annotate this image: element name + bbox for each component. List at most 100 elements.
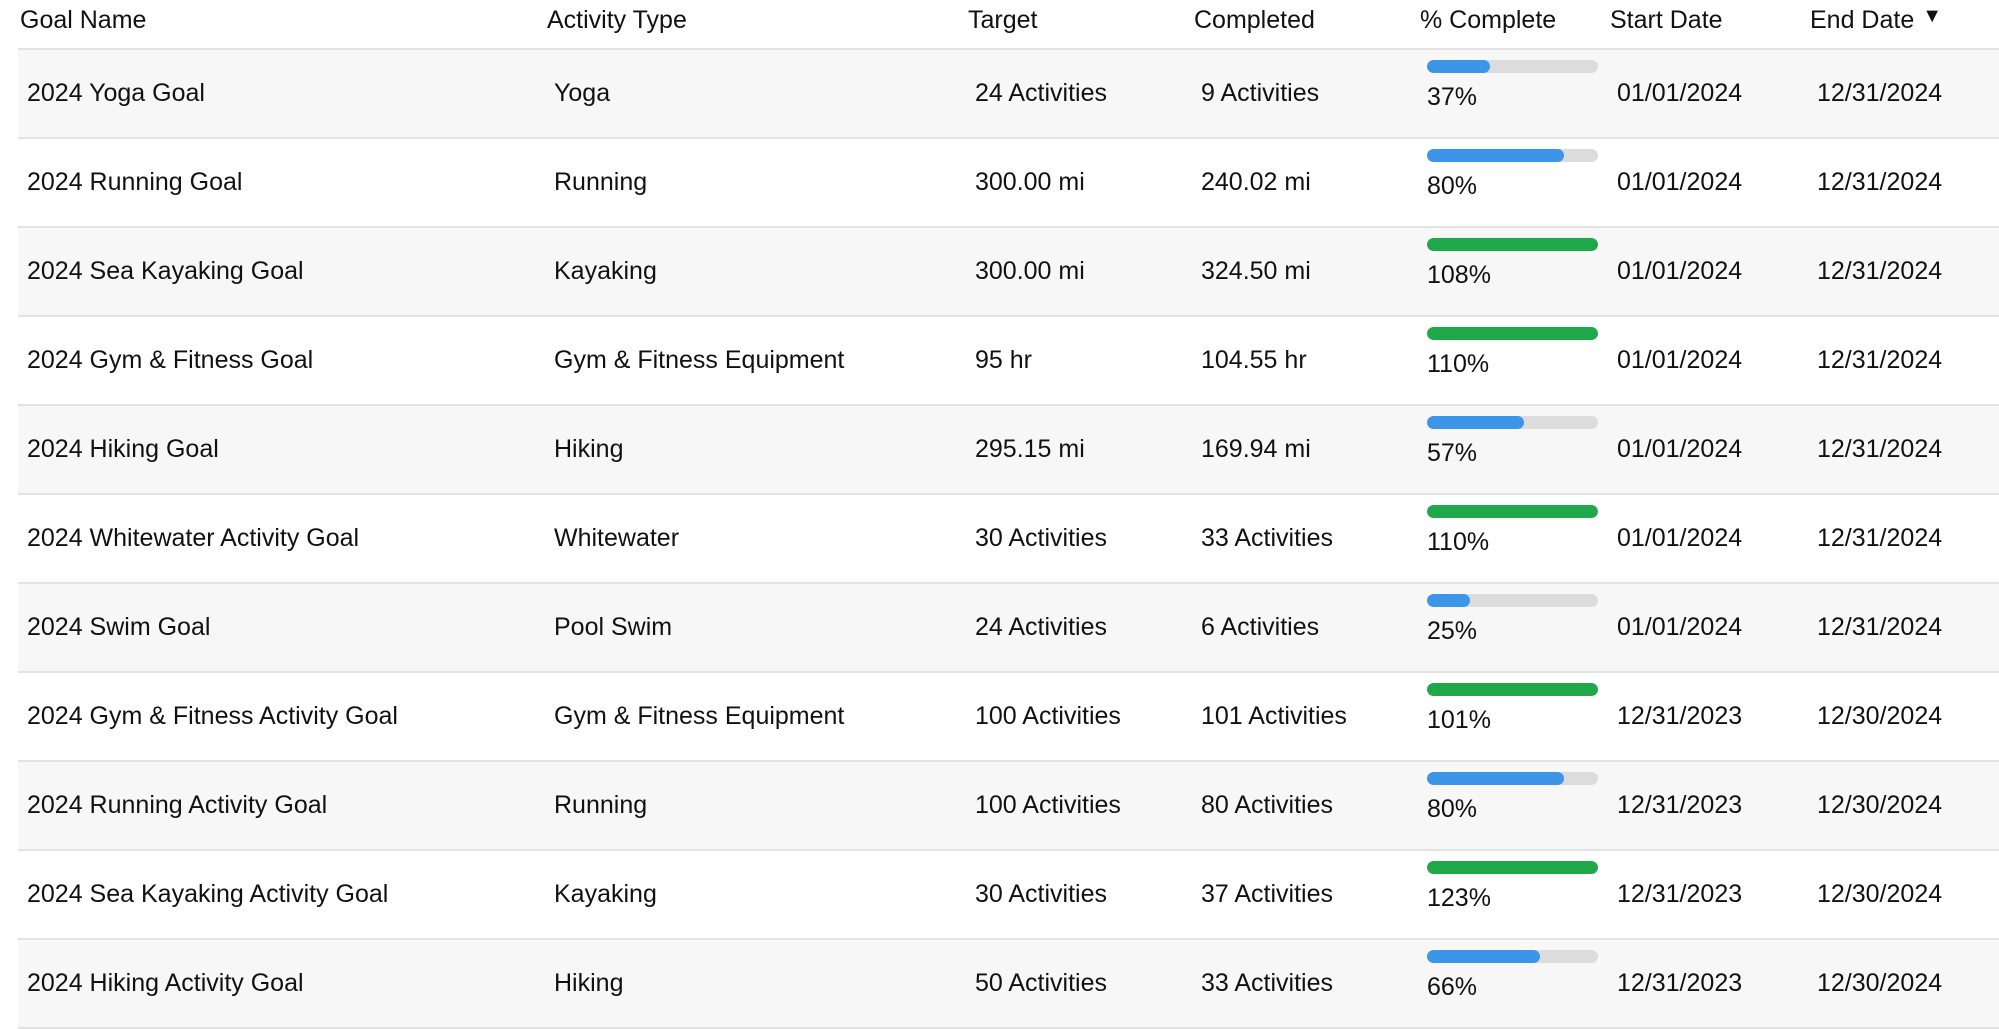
completed-cell: 240.02 mi [1201, 168, 1311, 196]
percent-complete-label: 108% [1427, 261, 1491, 289]
goal-name-cell: 2024 Sea Kayaking Activity Goal [27, 880, 389, 908]
table-row[interactable]: 2024 Hiking Activity Goal Hiking 50 Activi… [18, 940, 1999, 1029]
percent-complete-cell: 110% [1427, 505, 1598, 557]
table-row[interactable]: 2024 Swim Goal Pool Swim 24 Activities 6 Ac… [18, 584, 1999, 673]
completed-cell: 324.50 mi [1201, 257, 1311, 285]
progress-bar-fill [1427, 327, 1598, 340]
progress-bar [1427, 594, 1598, 607]
end-date-cell: 12/31/2024 [1817, 613, 1943, 641]
progress-bar [1427, 416, 1598, 429]
progress-bar [1427, 149, 1598, 162]
table-row[interactable]: 2024 Running Goal Running 300.00 mi 240.02 … [18, 139, 1999, 228]
table-header: Goal Name Activity Type Target Completed… [18, 0, 1999, 50]
progress-bar-fill [1427, 772, 1564, 785]
column-header-start-date[interactable]: Start Date [1610, 6, 1723, 34]
start-date-cell: 01/01/2024 [1617, 79, 1743, 107]
progress-bar-fill [1427, 950, 1540, 963]
percent-complete-label: 101% [1427, 706, 1491, 734]
target-cell: 100 Activities [975, 791, 1121, 819]
column-header-goal-name[interactable]: Goal Name [20, 6, 147, 34]
percent-complete-label: 80% [1427, 795, 1478, 823]
percent-complete-label: 57% [1427, 439, 1478, 467]
progress-bar-fill [1427, 505, 1598, 518]
goal-name-cell: 2024 Hiking Activity Goal [27, 969, 304, 997]
percent-complete-label: 123% [1427, 884, 1491, 912]
progress-bar-fill [1427, 149, 1564, 162]
activity-type-cell: Kayaking [554, 880, 657, 908]
percent-complete-cell: 66% [1427, 950, 1598, 1002]
completed-cell: 169.94 mi [1201, 435, 1311, 463]
activity-type-cell: Pool Swim [554, 613, 673, 641]
percent-complete-label: 25% [1427, 617, 1478, 645]
end-date-cell: 12/31/2024 [1817, 346, 1943, 374]
target-cell: 30 Activities [975, 524, 1108, 552]
end-date-cell: 12/30/2024 [1817, 702, 1943, 730]
activity-type-cell: Yoga [554, 79, 611, 107]
progress-bar-fill [1427, 683, 1598, 696]
column-header-activity-type[interactable]: Activity Type [547, 6, 687, 34]
start-date-cell: 12/31/2023 [1617, 791, 1743, 819]
start-date-cell: 12/31/2023 [1617, 702, 1743, 730]
column-header-percent-complete[interactable]: % Complete [1420, 6, 1557, 34]
progress-bar-fill [1427, 238, 1598, 251]
completed-cell: 37 Activities [1201, 880, 1334, 908]
goal-name-cell: 2024 Running Goal [27, 168, 243, 196]
table-row[interactable]: 2024 Gym & Fitness Activity Goal Gym & Fi… [18, 673, 1999, 762]
column-header-completed[interactable]: Completed [1194, 6, 1315, 34]
goal-name-cell: 2024 Gym & Fitness Goal [27, 346, 314, 374]
percent-complete-cell: 101% [1427, 683, 1598, 735]
column-header-end-date[interactable]: End Date ▼ [1810, 0, 1942, 35]
sort-descending-icon[interactable]: ▼ [1922, 5, 1943, 27]
column-header-target[interactable]: Target [968, 6, 1038, 34]
end-date-cell: 12/30/2024 [1817, 880, 1943, 908]
start-date-cell: 01/01/2024 [1617, 257, 1743, 285]
table-row[interactable]: 2024 Sea Kayaking Goal Kayaking 300.00 mi 3… [18, 228, 1999, 317]
target-cell: 24 Activities [975, 613, 1108, 641]
target-cell: 300.00 mi [975, 168, 1085, 196]
goal-name-cell: 2024 Swim Goal [27, 613, 211, 641]
progress-bar [1427, 683, 1598, 696]
target-cell: 100 Activities [975, 702, 1121, 730]
table-row[interactable]: 2024 Hiking Goal Hiking 295.15 mi 169.94 mi… [18, 406, 1999, 495]
target-cell: 95 hr [975, 346, 1032, 374]
end-date-cell: 12/31/2024 [1817, 435, 1943, 463]
percent-complete-cell: 25% [1427, 594, 1598, 646]
progress-bar [1427, 772, 1598, 785]
percent-complete-cell: 80% [1427, 772, 1598, 824]
completed-cell: 101 Activities [1201, 702, 1347, 730]
goal-name-cell: 2024 Sea Kayaking Goal [27, 257, 304, 285]
completed-cell: 6 Activities [1201, 613, 1320, 641]
goal-name-cell: 2024 Whitewater Activity Goal [27, 524, 360, 552]
goal-name-cell: 2024 Gym & Fitness Activity Goal [27, 702, 398, 730]
completed-cell: 33 Activities [1201, 969, 1334, 997]
completed-cell: 9 Activities [1201, 79, 1320, 107]
end-date-cell: 12/30/2024 [1817, 969, 1943, 997]
table-row[interactable]: 2024 Yoga Goal Yoga 24 Activities 9 Activit… [18, 50, 1999, 139]
percent-complete-label: 80% [1427, 172, 1478, 200]
end-date-cell: 12/31/2024 [1817, 524, 1943, 552]
table-row[interactable]: 2024 Running Activity Goal Running 100 Act… [18, 762, 1999, 851]
percent-complete-cell: 110% [1427, 327, 1598, 379]
activity-type-cell: Running [554, 168, 648, 196]
progress-bar [1427, 861, 1598, 874]
activity-type-cell: Running [554, 791, 648, 819]
percent-complete-label: 66% [1427, 973, 1478, 1001]
table-row[interactable]: 2024 Sea Kayaking Activity Goal Kayaking 3… [18, 851, 1999, 940]
table-row[interactable]: 2024 Whitewater Activity Goal Whitewater 3… [18, 495, 1999, 584]
table-row[interactable]: 2024 Gym & Fitness Goal Gym & Fitness Equ… [18, 317, 1999, 406]
end-date-header-label: End Date [1810, 6, 1915, 34]
progress-bar [1427, 60, 1598, 73]
progress-bar-fill [1427, 416, 1525, 429]
progress-bar [1427, 950, 1598, 963]
start-date-cell: 01/01/2024 [1617, 435, 1743, 463]
progress-bar-fill [1427, 60, 1491, 73]
target-cell: 30 Activities [975, 880, 1108, 908]
activity-type-cell: Gym & Fitness Equipment [554, 702, 845, 730]
target-cell: 24 Activities [975, 79, 1108, 107]
start-date-cell: 01/01/2024 [1617, 613, 1743, 641]
activity-type-cell: Kayaking [554, 257, 657, 285]
end-date-cell: 12/30/2024 [1817, 791, 1943, 819]
percent-complete-cell: 37% [1427, 60, 1598, 112]
completed-cell: 104.55 hr [1201, 346, 1307, 374]
target-cell: 295.15 mi [975, 435, 1085, 463]
